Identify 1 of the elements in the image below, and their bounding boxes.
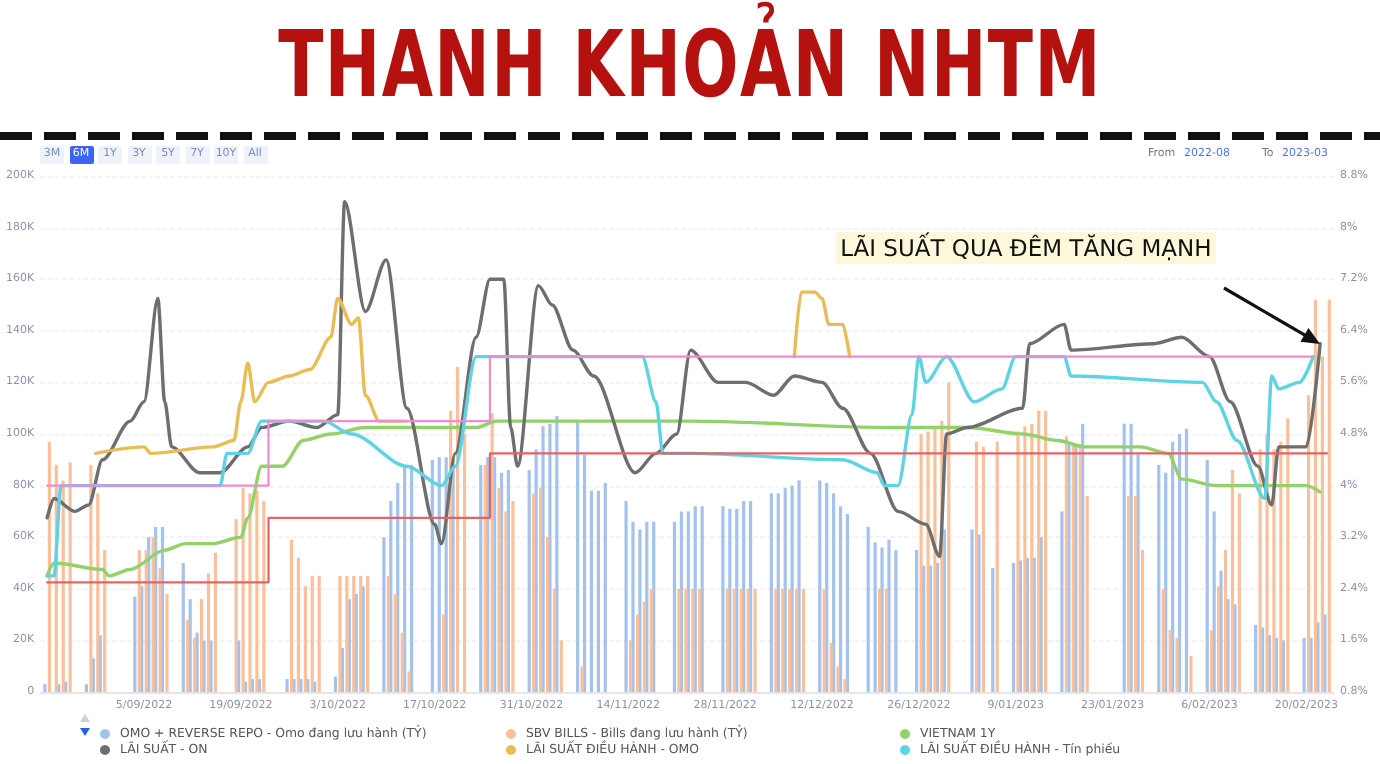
annotation: LÃI SUẤT QUA ĐÊM TĂNG MẠNH (836, 231, 1216, 264)
